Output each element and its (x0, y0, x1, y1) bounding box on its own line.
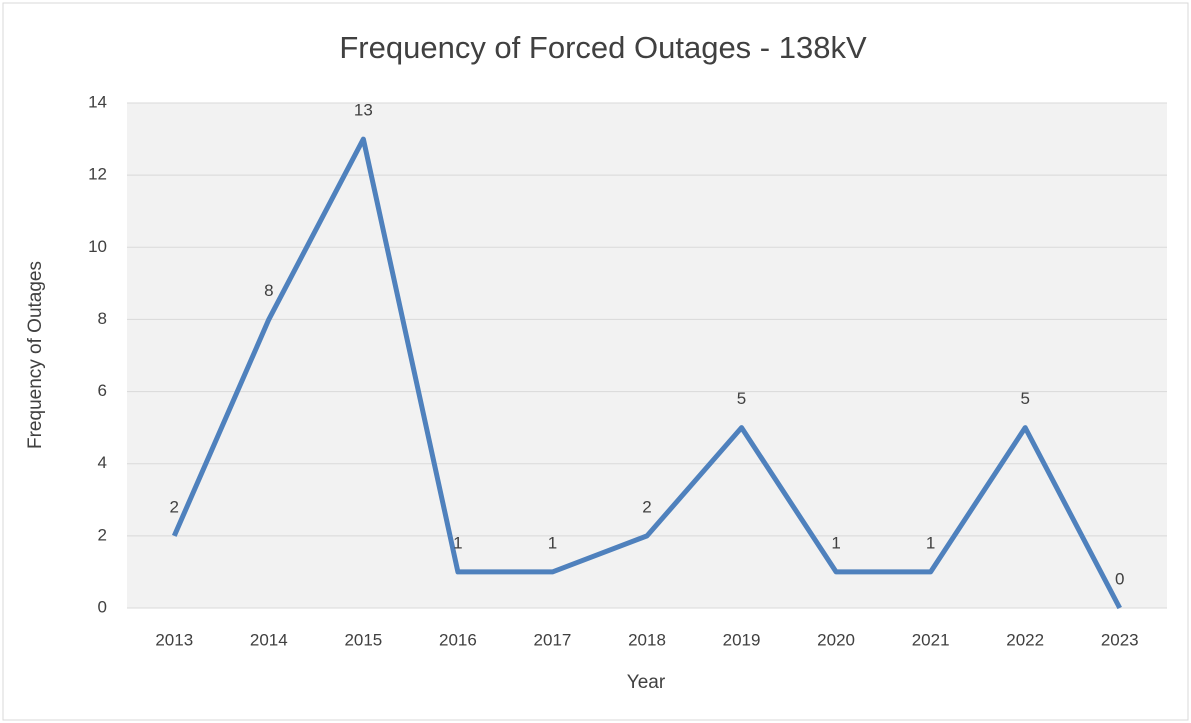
data-label: 13 (354, 101, 373, 120)
plot-area (127, 103, 1167, 608)
data-label: 1 (926, 533, 935, 552)
data-label: 1 (548, 533, 557, 552)
x-tick-label: 2017 (534, 630, 572, 649)
x-tick-label: 2015 (344, 630, 382, 649)
x-tick-label: 2023 (1101, 630, 1139, 649)
y-axis-title: Frequency of Outages (25, 261, 46, 449)
x-axis-title: Year (627, 672, 666, 693)
y-tick-label: 4 (98, 453, 107, 472)
x-tick-label: 2014 (250, 630, 288, 649)
data-line (171, 136, 1122, 610)
data-label: 5 (1020, 389, 1029, 408)
y-tick-label: 8 (98, 309, 107, 328)
y-tick-label: 12 (88, 165, 107, 184)
data-label: 2 (642, 497, 651, 516)
y-tick-label: 14 (88, 92, 107, 111)
x-tick-label: 2020 (817, 630, 855, 649)
data-label: 5 (737, 389, 746, 408)
data-label: 1 (831, 533, 840, 552)
data-label: 8 (264, 281, 273, 300)
chart-title: Frequency of Forced Outages - 138kV (339, 30, 867, 65)
x-tick-label: 2018 (628, 630, 666, 649)
y-tick-label: 2 (98, 525, 107, 544)
data-label: 2 (170, 497, 179, 516)
y-tick-label: 0 (98, 597, 107, 616)
x-tick-label: 2022 (1006, 630, 1044, 649)
x-tick-label: 2019 (723, 630, 761, 649)
x-tick-label: 2013 (155, 630, 193, 649)
data-label: 0 (1115, 569, 1124, 588)
y-tick-label: 10 (88, 237, 107, 256)
data-label: 1 (453, 533, 462, 552)
x-tick-label: 2016 (439, 630, 477, 649)
x-tick-label: 2021 (912, 630, 950, 649)
y-tick-label: 6 (98, 381, 107, 400)
